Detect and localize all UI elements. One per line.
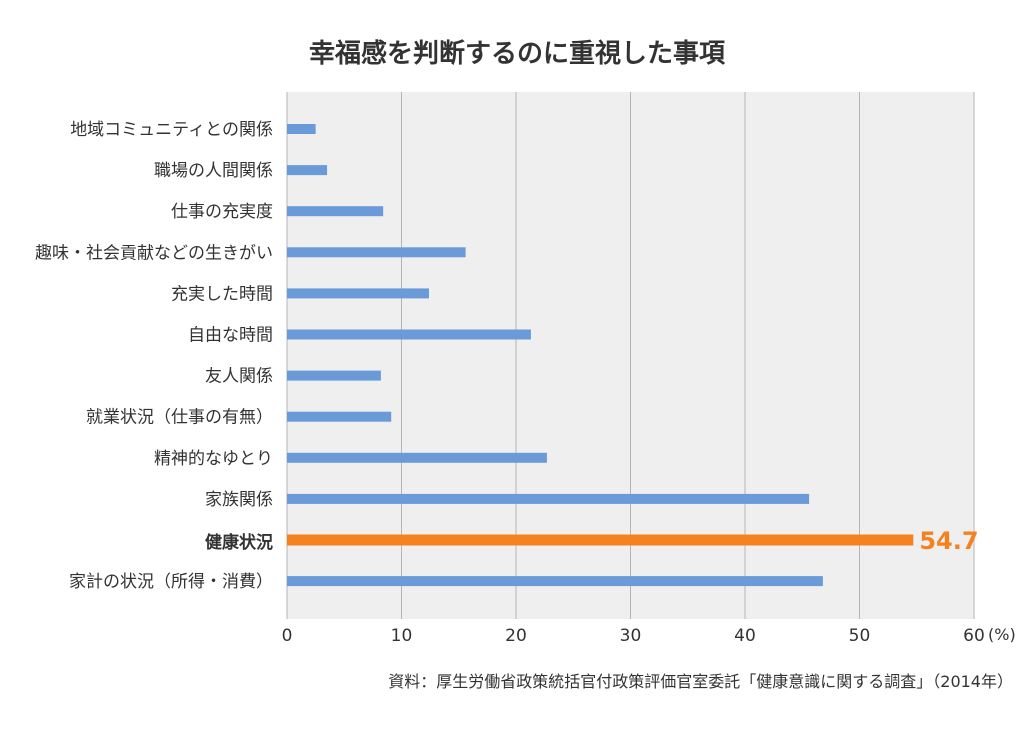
category-label: 充実した時間 bbox=[171, 284, 273, 304]
bar bbox=[287, 452, 547, 463]
bar bbox=[287, 329, 531, 340]
x-tick-label: 20 bbox=[505, 626, 527, 646]
category-label: 職場の人間関係 bbox=[154, 161, 273, 181]
category-label: 趣味・社会貢献などの生きがい bbox=[35, 243, 273, 263]
bar-highlight bbox=[287, 534, 914, 546]
source-note: 資料：厚生労働省政策統括官付政策評価官室委託「健康意識に関する調査」（2014年… bbox=[388, 672, 1013, 691]
category-label: 健康状況 bbox=[205, 532, 273, 553]
bar bbox=[287, 288, 429, 299]
category-label: 仕事の充実度 bbox=[171, 202, 273, 222]
x-axis-unit: (%) bbox=[988, 625, 1016, 644]
bars bbox=[287, 124, 914, 587]
category-label: 精神的なゆとり bbox=[154, 449, 273, 469]
bar bbox=[287, 165, 328, 176]
x-tick-label: 40 bbox=[734, 626, 756, 646]
category-label: 就業状況（仕事の有無） bbox=[86, 408, 273, 428]
x-tick-label: 50 bbox=[849, 626, 871, 646]
category-label: 地域コミュニティとの関係 bbox=[70, 120, 273, 140]
bar bbox=[287, 411, 392, 422]
x-tick-label: 0 bbox=[282, 626, 293, 646]
category-label: 自由な時間 bbox=[188, 326, 273, 346]
category-label: 家計の状況（所得・消費） bbox=[69, 572, 273, 592]
category-label: 友人関係 bbox=[205, 367, 273, 387]
bar bbox=[287, 493, 810, 504]
x-tick-label: 60 bbox=[963, 626, 985, 646]
chart-title: 幸福感を判断するのに重視した事項 bbox=[309, 38, 726, 69]
gridlines bbox=[286, 92, 975, 619]
bar bbox=[287, 206, 384, 217]
bar bbox=[287, 576, 823, 587]
bar bbox=[287, 370, 381, 381]
x-axis-ticks: 0 10 20 30 40 50 60 bbox=[282, 626, 985, 646]
x-tick-label: 30 bbox=[620, 626, 642, 646]
highlight-value-label: 54.7 bbox=[919, 527, 978, 555]
category-label: 家族関係 bbox=[205, 490, 273, 510]
bar bbox=[287, 124, 316, 134]
category-labels: 地域コミュニティとの関係職場の人間関係仕事の充実度趣味・社会貢献などの生きがい充… bbox=[35, 120, 273, 592]
x-tick-label: 10 bbox=[391, 626, 413, 646]
bar bbox=[287, 247, 466, 258]
